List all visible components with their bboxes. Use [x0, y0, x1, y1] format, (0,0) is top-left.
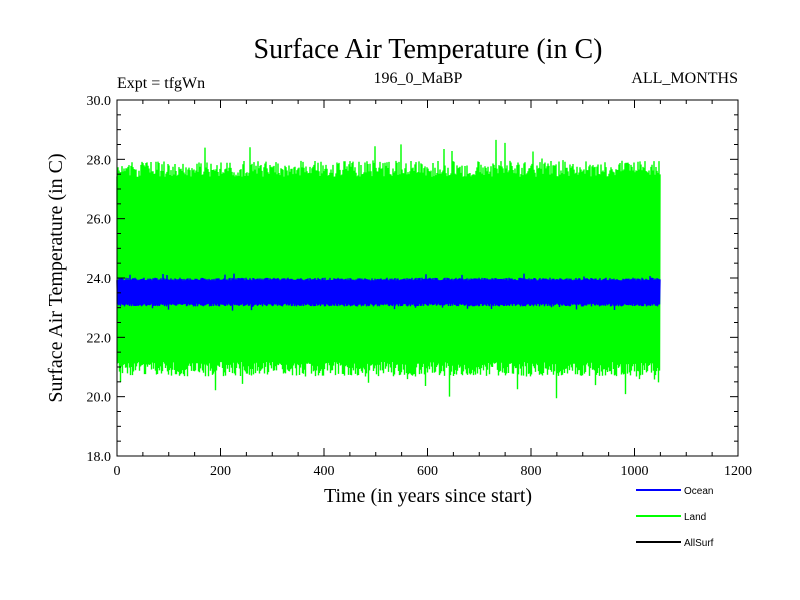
- x-tick-label: 200: [210, 464, 231, 479]
- legend-label-land: Land: [684, 512, 706, 523]
- y-tick-label: 28.0: [87, 153, 112, 168]
- y-tick-label: 26.0: [87, 213, 112, 228]
- x-tick-label: 400: [314, 464, 335, 479]
- x-tick-label: 1200: [724, 464, 752, 479]
- experiment-label: Expt = tfgWn: [117, 75, 205, 92]
- chart-title: Surface Air Temperature (in C): [254, 34, 603, 65]
- y-tick-label: 30.0: [87, 94, 112, 109]
- x-tick-label: 0: [114, 464, 121, 479]
- months-label: ALL_MONTHS: [631, 70, 738, 87]
- series-ocean-line: [116, 273, 661, 311]
- series-ocean: [116, 273, 661, 311]
- y-tick-label: 24.0: [87, 272, 112, 287]
- series-land: [116, 139, 661, 399]
- period-label: 196_0_MaBP: [374, 70, 463, 87]
- series-land-line: [116, 139, 661, 399]
- y-axis-label: Surface Air Temperature (in C): [45, 153, 67, 402]
- axis-ticks: 0 200 400 600 800 1000 1200 18.0 20.0 22.0 24.0 26.…: [87, 94, 753, 479]
- legend-label-ocean: Ocean: [684, 486, 713, 497]
- plot-series: [116, 139, 661, 399]
- legend: Ocean Land AllSurf: [636, 486, 714, 549]
- x-tick-label: 800: [521, 464, 542, 479]
- x-tick-label: 600: [417, 464, 438, 479]
- x-tick-label: 1000: [621, 464, 649, 479]
- y-tick-label: 20.0: [87, 391, 112, 406]
- x-axis-label: Time (in years since start): [324, 485, 532, 507]
- y-tick-label: 22.0: [87, 331, 112, 346]
- y-tick-label: 18.0: [87, 450, 112, 465]
- legend-label-allsurf: AllSurf: [684, 538, 714, 549]
